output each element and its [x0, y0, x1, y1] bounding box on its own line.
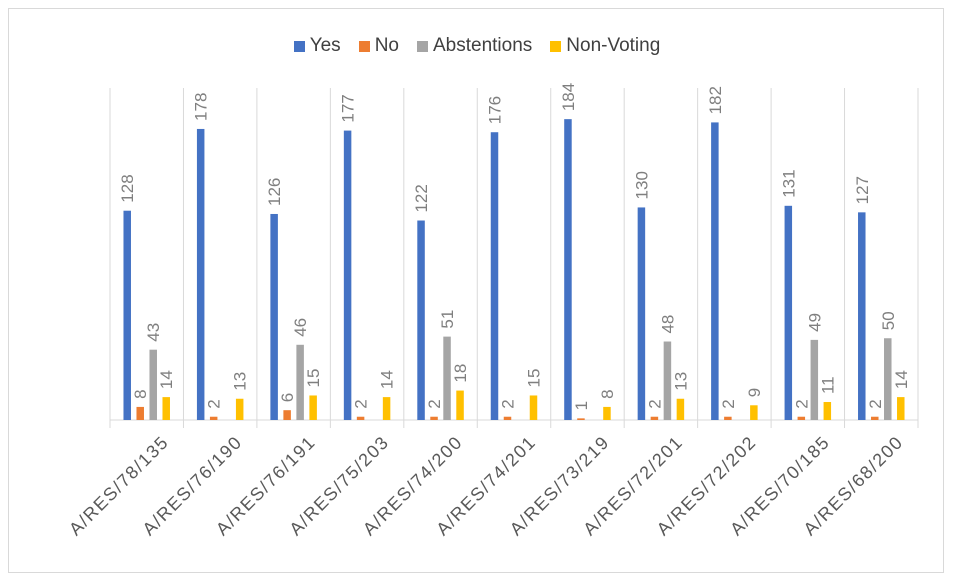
data-label: 122 — [412, 184, 431, 212]
bar-yes — [123, 210, 131, 420]
bar-non-voting — [529, 395, 538, 420]
data-label: 46 — [291, 318, 310, 337]
data-label: 126 — [265, 178, 284, 206]
bar-yes — [270, 213, 278, 420]
bar-no — [724, 416, 732, 420]
data-label: 2 — [645, 399, 664, 408]
bar-abstentions — [884, 338, 892, 420]
legend-swatch — [293, 40, 305, 52]
bar-non-voting — [235, 398, 244, 420]
legend-swatch — [416, 40, 428, 52]
data-label: 9 — [745, 388, 764, 397]
bar-non-voting — [456, 390, 464, 420]
bar-non-voting — [676, 398, 685, 420]
bar-abstentions — [663, 341, 672, 420]
legend-label: No — [374, 35, 399, 56]
data-label: 51 — [438, 310, 457, 329]
data-label: 130 — [632, 171, 651, 199]
legend-label: Non-Voting — [566, 35, 661, 56]
data-label: 131 — [779, 169, 798, 197]
data-label: 48 — [658, 315, 677, 334]
data-label: 15 — [525, 369, 544, 388]
bar-non-voting — [162, 397, 170, 420]
bar-yes — [784, 205, 793, 420]
data-label: 11 — [818, 376, 837, 394]
bar-yes — [711, 122, 719, 420]
bar-non-voting — [750, 405, 758, 420]
bar-non-voting — [603, 406, 611, 420]
legend-swatch — [358, 40, 370, 52]
bar-abstentions — [296, 344, 304, 420]
data-label: 127 — [853, 176, 872, 204]
legend-item: Yes — [293, 35, 341, 57]
bar-no — [136, 406, 144, 420]
data-label: 2 — [866, 399, 885, 408]
bar-no — [577, 418, 585, 420]
bar-yes — [343, 130, 352, 421]
data-label: 182 — [706, 86, 725, 114]
legend-label: Abstentions — [432, 35, 533, 56]
data-label: 50 — [879, 311, 898, 330]
data-label: 15 — [304, 369, 323, 388]
data-label: 2 — [792, 399, 811, 408]
bar-abstentions — [810, 339, 819, 420]
legend-item: No — [358, 35, 399, 57]
data-label: 2 — [499, 399, 518, 408]
bar-no — [356, 416, 365, 420]
bar-non-voting — [823, 402, 832, 420]
data-label: 184 — [559, 83, 578, 111]
data-label: 8 — [131, 389, 150, 398]
bar-abstentions — [443, 336, 451, 420]
bar-no — [871, 416, 879, 420]
chart-legend: Yes No Abstentions Non-Voting — [0, 34, 954, 58]
data-label: 1 — [572, 401, 591, 410]
data-label: 2 — [719, 399, 738, 408]
data-label: 2 — [352, 399, 371, 408]
bar-no — [503, 416, 512, 420]
bar-non-voting — [309, 395, 317, 420]
legend-item: Non-Voting — [550, 35, 660, 57]
data-label: 6 — [278, 393, 297, 402]
bar-no — [797, 416, 806, 420]
data-label: 176 — [486, 96, 505, 124]
data-label: 13 — [671, 372, 690, 391]
data-label: 14 — [892, 370, 911, 389]
bar-yes — [490, 132, 499, 420]
bar-no — [283, 410, 291, 420]
bar-no — [650, 416, 659, 420]
data-label: 49 — [805, 313, 824, 332]
data-label: 178 — [192, 93, 211, 121]
data-label: 8 — [598, 389, 617, 398]
bar-yes — [196, 128, 205, 420]
data-label: 18 — [451, 364, 470, 383]
legend-label: Yes — [309, 35, 341, 56]
bar-abstentions — [149, 349, 157, 420]
data-label: 177 — [339, 94, 358, 122]
data-label: 2 — [425, 399, 444, 408]
bar-yes — [637, 207, 646, 420]
data-label: 13 — [231, 372, 250, 391]
bar-non-voting — [382, 397, 391, 420]
bar-yes — [417, 220, 425, 420]
data-label: 128 — [118, 174, 137, 202]
legend-item: Abstentions — [416, 35, 533, 57]
bar-no — [209, 416, 218, 420]
bar-no — [430, 416, 438, 420]
data-label: 14 — [378, 370, 397, 389]
bar-yes — [564, 119, 572, 420]
data-label: 14 — [157, 370, 176, 389]
data-label: 43 — [144, 323, 163, 342]
bar-yes — [858, 212, 866, 420]
legend-swatch — [550, 40, 562, 52]
bar-non-voting — [897, 397, 905, 420]
data-label: 2 — [205, 399, 224, 408]
